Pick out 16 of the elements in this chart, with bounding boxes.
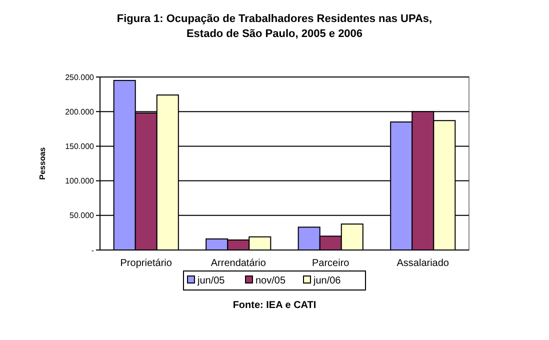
y-tick-label: -: [91, 246, 94, 255]
x-tick-label: Parceiro: [312, 258, 350, 269]
y-tick-label: 250.000: [65, 72, 95, 82]
y-tick-label: 100.000: [65, 176, 95, 186]
source-note: Fonte: IEA e CATI: [232, 300, 316, 311]
y-tick-label: 50.000: [70, 211, 95, 220]
y-axis-title: Pessoas: [38, 146, 47, 180]
legend-label: jun/06: [312, 276, 342, 286]
y-tick-label: 150.000: [65, 142, 95, 151]
x-tick-label: Arrendatário: [210, 258, 266, 269]
y-tick-label: 200.000: [65, 107, 95, 116]
x-tick-label: Proprietário: [120, 258, 172, 269]
legend-label: jun/05: [196, 276, 226, 286]
x-tick-label: Assalariado: [396, 258, 450, 269]
chart-title: Figura 1: Ocupação de Trabalhadores Residentes nas UPAs, Estado de São Paulo, 2005 e 2006: [116, 13, 432, 40]
legend-label: nov/05: [256, 276, 286, 286]
